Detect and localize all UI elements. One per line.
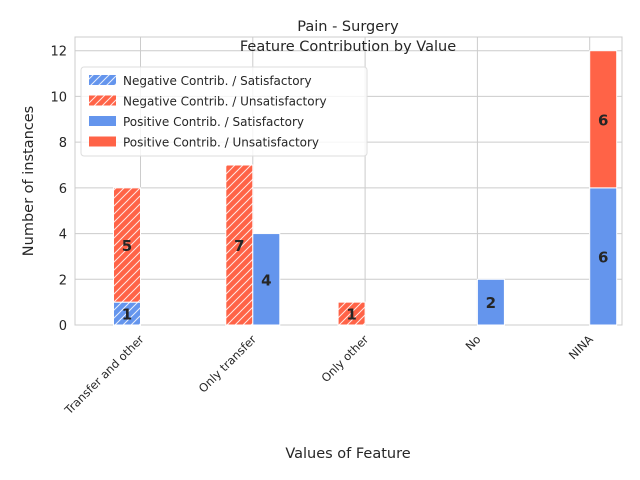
- bar-positive-bottom: [476, 278, 505, 326]
- bar-value-label: 1: [122, 306, 132, 324]
- bar-hatch: [113, 187, 141, 303]
- x-axis: Transfer and other Only transfer Only othe…: [61, 332, 596, 418]
- bar-value-label: 4: [261, 271, 271, 289]
- y-tick-label: 8: [59, 136, 67, 151]
- x-tick-label: Only transfer: [196, 332, 259, 395]
- y-tick-label: 12: [50, 45, 67, 60]
- y-tick-label: 4: [59, 228, 67, 243]
- bar-hatch: [225, 165, 253, 325]
- legend-swatch-hatch: [89, 75, 116, 85]
- bar-value-label: 6: [598, 111, 608, 129]
- y-tick-label: 6: [59, 182, 67, 197]
- bar-labels: 1 5 74 1 2 6 6: [122, 111, 609, 323]
- legend-label: Negative Contrib. / Satisfactory: [123, 74, 312, 88]
- x-axis-label: Values of Feature: [285, 446, 410, 462]
- bar-value-label: 5: [122, 237, 132, 255]
- chart-title: Pain - Surgery: [297, 19, 399, 35]
- bars: [113, 50, 618, 326]
- legend-swatch: [89, 136, 116, 147]
- legend-label: Negative Contrib. / Unsatisfactory: [123, 95, 327, 109]
- legend-label: Positive Contrib. / Unsatisfactory: [123, 136, 319, 150]
- x-tick-label: Only other: [318, 332, 371, 385]
- y-tick-label: 0: [59, 319, 67, 334]
- x-tick-label: Transfer and other: [61, 332, 147, 418]
- bar-value-label: 7: [234, 237, 244, 255]
- bar-hatch: [338, 302, 366, 325]
- legend-label: Positive Contrib. / Satisfactory: [123, 115, 304, 129]
- y-tick-label: 2: [59, 273, 67, 288]
- bar-positive-top: [589, 50, 618, 189]
- legend: Negative Contrib. / Satisfactory Negative…: [80, 66, 368, 157]
- bar-value-label: 6: [598, 248, 608, 266]
- y-axis-label: Number of instances: [21, 106, 37, 256]
- y-axis: 0 2 4 6 8 10 12: [50, 45, 67, 334]
- bar-value-label: 2: [486, 294, 496, 312]
- legend-box: [80, 66, 368, 157]
- bar-value-label: 1: [346, 306, 356, 324]
- bar-positive-bottom: [252, 233, 281, 326]
- y-tick-label: 10: [50, 90, 67, 105]
- bar-hatch: [113, 302, 141, 325]
- chart-subtitle: Feature Contribution by Value: [240, 39, 456, 55]
- legend-swatch-hatch: [89, 95, 116, 106]
- x-tick-label: No: [463, 332, 484, 353]
- bar-positive-bottom: [589, 187, 618, 326]
- x-tick-label: NINA: [566, 332, 596, 362]
- legend-swatch: [89, 116, 116, 126]
